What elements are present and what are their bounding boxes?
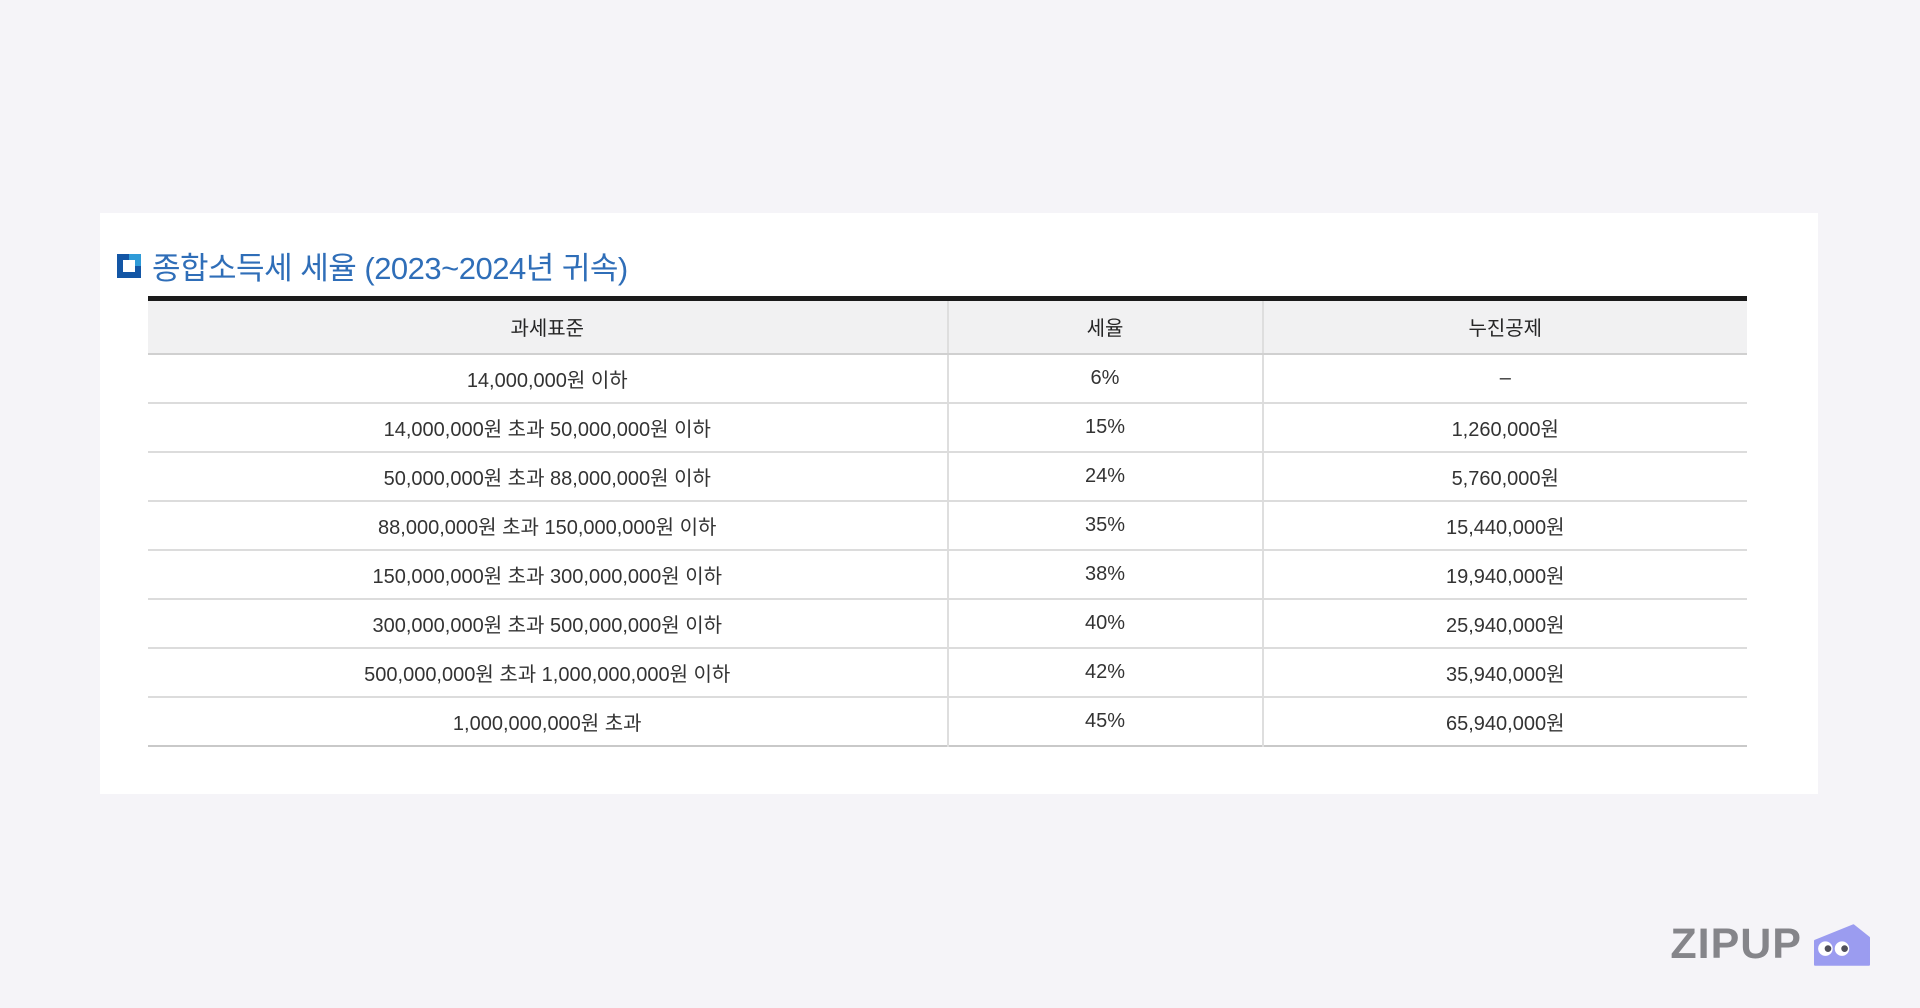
table-row: 500,000,000원 초과 1,000,000,000원 이하 42% 35… [148,647,1747,698]
col-header-progressive-deduction: 누진공제 [1261,298,1747,355]
cell-tax-base: 1,000,000,000원 초과 [148,696,948,746]
table-row: 1,000,000,000원 초과 45% 65,940,000원 [148,696,1747,746]
cell-tax-base: 88,000,000원 초과 150,000,000원 이하 [148,500,948,551]
zipup-logo-text: ZIPUP [1670,920,1802,968]
bullet-inner-square [123,259,135,272]
cell-tax-base: 14,000,000원 이하 [148,353,948,404]
cell-deduction: 25,940,000원 [1261,598,1747,649]
cell-tax-base: 300,000,000원 초과 500,000,000원 이하 [148,598,948,649]
table-row: 150,000,000원 초과 300,000,000원 이하 38% 19,9… [148,549,1747,600]
section-title: 종합소득세 세율 (2023~2024년 귀속) [152,251,628,286]
table-header: 과세표준 세율 누진공제 [148,298,1747,355]
table-row: 88,000,000원 초과 150,000,000원 이하 35% 15,44… [148,500,1747,551]
table-header-row: 과세표준 세율 누진공제 [148,298,1747,355]
cell-tax-base: 150,000,000원 초과 300,000,000원 이하 [148,549,948,600]
cell-tax-rate: 6% [946,353,1263,404]
table-body: 14,000,000원 이하 6% – 14,000,000원 초과 50,00… [148,353,1747,746]
col-header-tax-rate: 세율 [946,298,1263,355]
cell-deduction: 1,260,000원 [1261,402,1747,453]
cell-tax-rate: 42% [946,647,1263,698]
zipup-house-icon [1814,923,1870,966]
cell-tax-base: 500,000,000원 초과 1,000,000,000원 이하 [148,647,948,698]
cell-tax-rate: 15% [946,402,1263,453]
cell-deduction: 15,440,000원 [1261,500,1747,551]
section-title-row: 종합소득세 세율 (2023~2024년 귀속) [117,243,628,288]
cell-tax-rate: 24% [946,451,1263,502]
col-header-tax-base: 과세표준 [148,298,948,355]
table-row: 300,000,000원 초과 500,000,000원 이하 40% 25,9… [148,598,1747,649]
cell-deduction: 35,940,000원 [1261,647,1747,698]
zipup-logo: ZIPUP [1670,923,1870,966]
cell-tax-base: 50,000,000원 초과 88,000,000원 이하 [148,451,948,502]
cell-deduction: – [1261,353,1747,404]
table-row: 14,000,000원 이하 6% – [148,353,1747,404]
cell-tax-rate: 38% [946,549,1263,600]
content-card: 종합소득세 세율 (2023~2024년 귀속) 과세표준 세율 누진공제 14… [100,213,1818,794]
cell-deduction: 65,940,000원 [1261,696,1747,746]
blue-square-bullet-icon [117,253,141,278]
table-row: 50,000,000원 초과 88,000,000원 이하 24% 5,760,… [148,451,1747,502]
table-row: 14,000,000원 초과 50,000,000원 이하 15% 1,260,… [148,402,1747,453]
cell-tax-rate: 35% [946,500,1263,551]
cell-deduction: 19,940,000원 [1261,549,1747,600]
cell-deduction: 5,760,000원 [1261,451,1747,502]
cell-tax-rate: 40% [946,598,1263,649]
cell-tax-rate: 45% [946,696,1263,746]
tax-rate-table: 과세표준 세율 누진공제 14,000,000원 이하 6% – 14,000,… [148,296,1747,747]
cell-tax-base: 14,000,000원 초과 50,000,000원 이하 [148,402,948,453]
